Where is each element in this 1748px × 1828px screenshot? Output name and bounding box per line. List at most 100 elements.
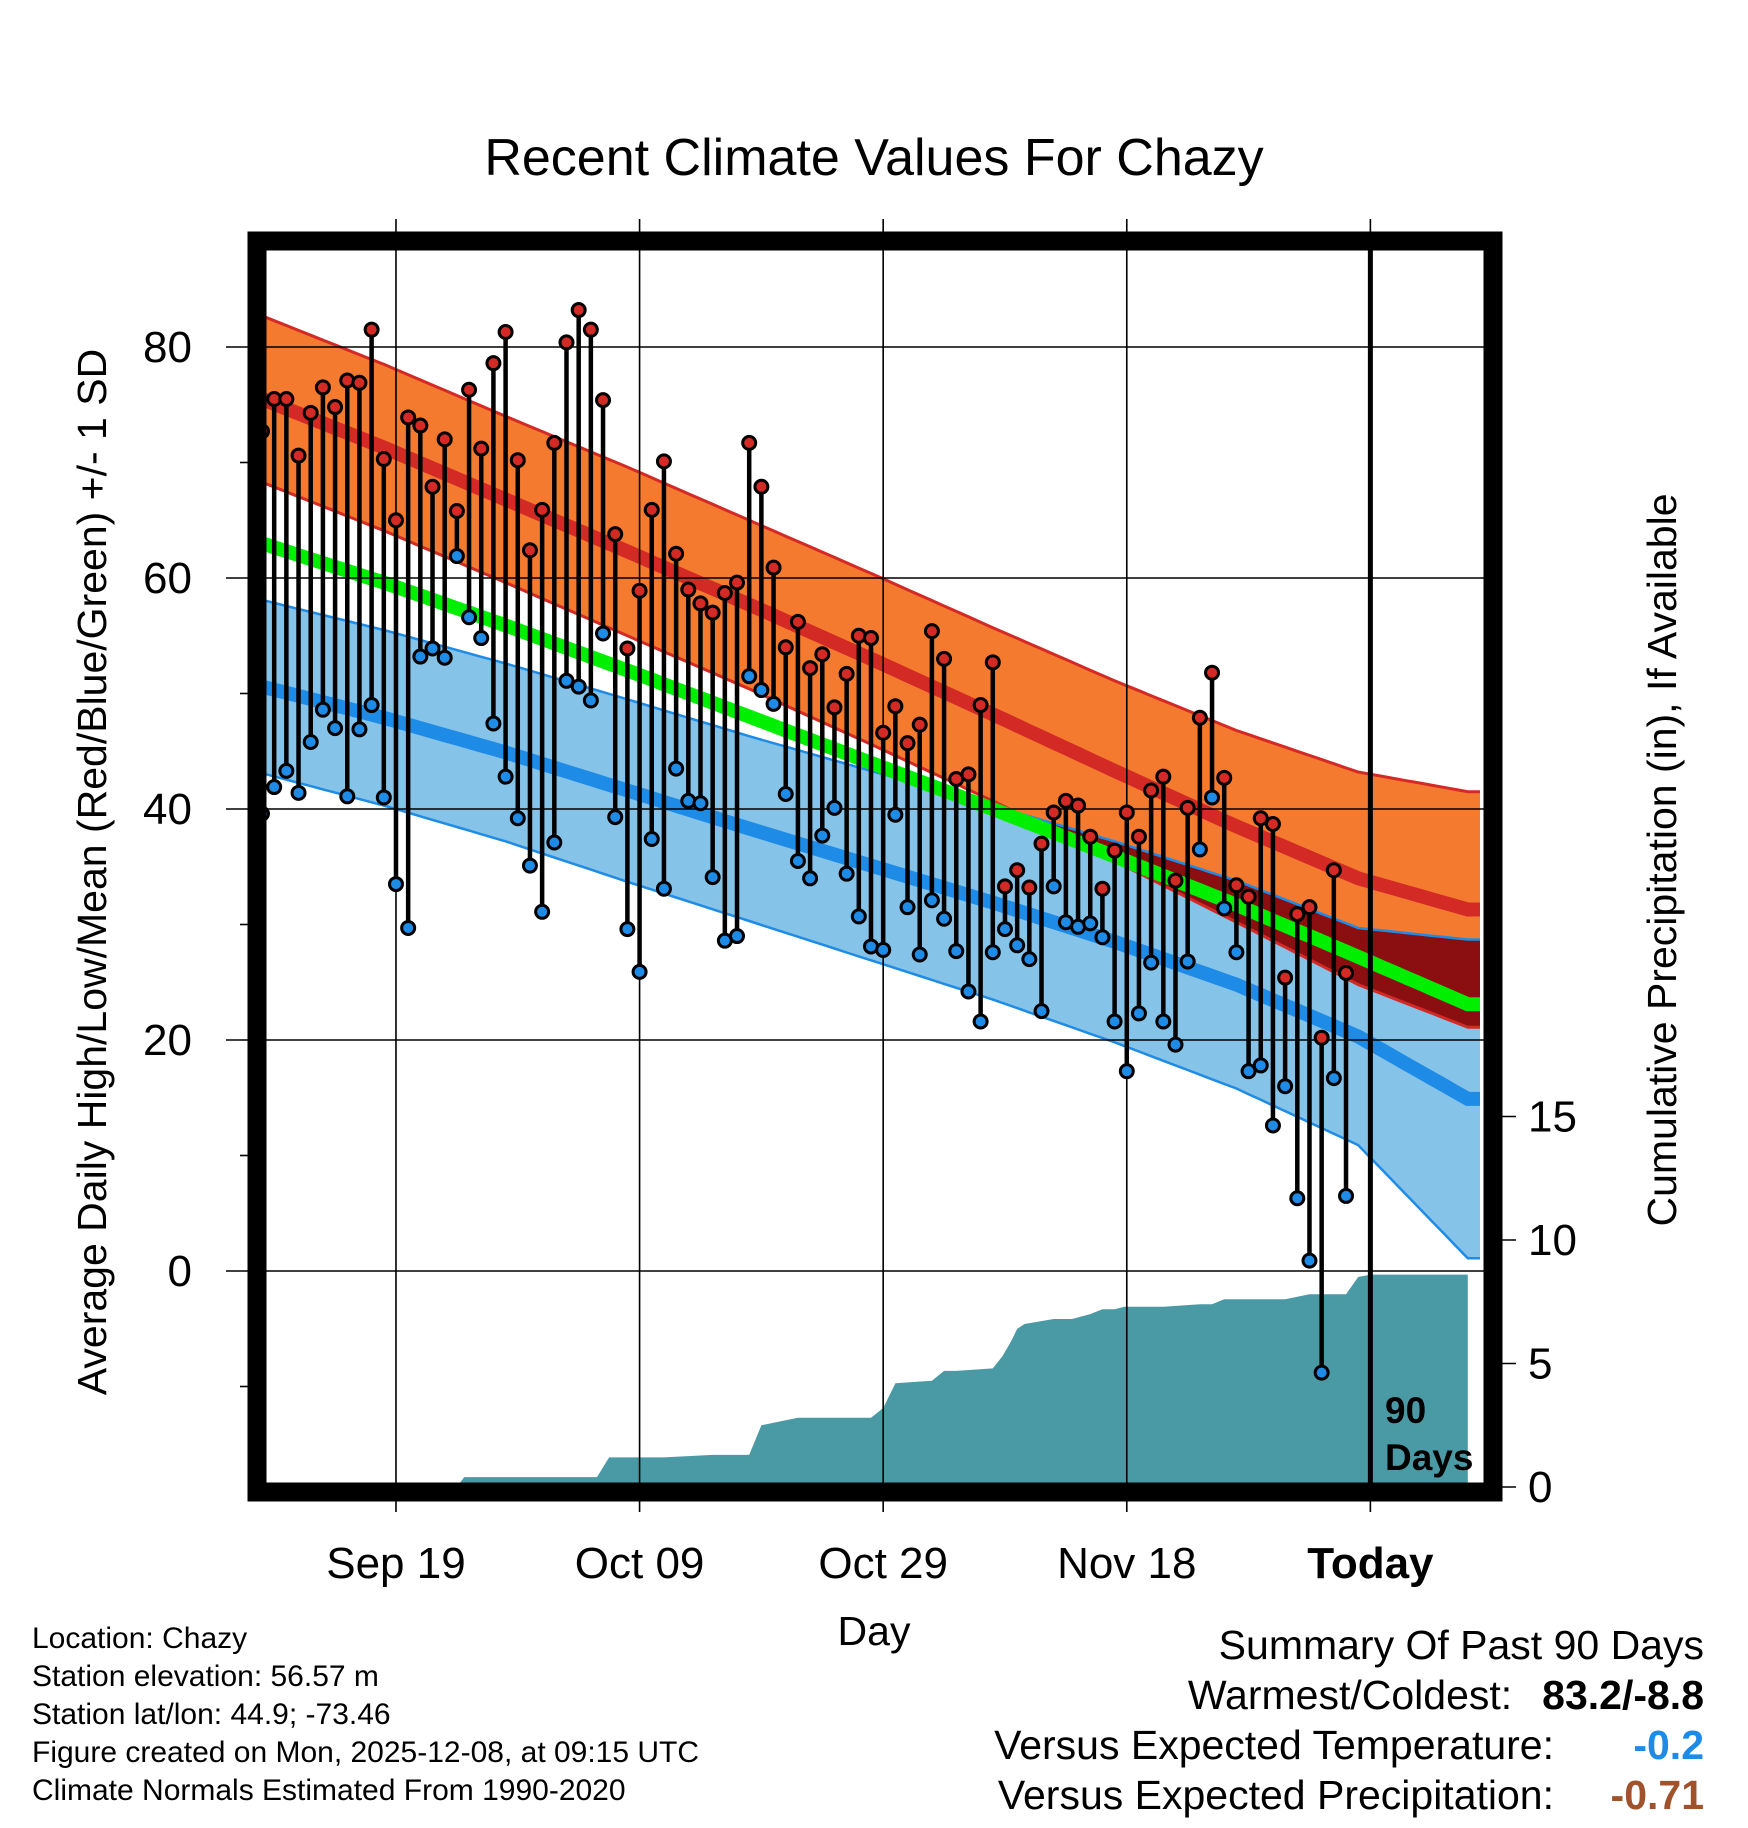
station-info: Location: Chazy Station elevation: 56.57… [32,1620,699,1810]
high-point [1325,862,1342,879]
latlon-text: Station lat/lon: 44.9; -73.46 [32,1698,391,1731]
low-point [595,625,612,642]
high-point [558,334,575,351]
low-point [802,870,819,887]
x-tick-label: Today [1307,1539,1434,1588]
low-point [1082,915,1099,932]
high-point [363,321,380,338]
high-point [1216,769,1233,786]
high-point [899,735,916,752]
high-point [1264,816,1281,833]
low-point [753,682,770,699]
low-point [1338,1187,1355,1204]
low-point [1313,1364,1330,1381]
high-point [753,478,770,495]
high-point [972,697,989,714]
low-point [424,640,441,657]
low-point [473,630,490,647]
low-point [1130,1005,1147,1022]
high-point [1338,965,1355,982]
warmest-label: Warmest/Coldest: [1187,1672,1513,1718]
low-point [570,678,587,695]
low-point [387,876,404,893]
elevation-text: Station elevation: 56.57 m [32,1660,379,1693]
low-point [631,963,648,980]
low-point [497,768,514,785]
low-point [1118,1063,1135,1080]
high-point [1155,768,1172,785]
low-point [339,788,356,805]
low-point [899,899,916,916]
low-point [302,734,319,751]
low-point [1204,789,1221,806]
low-point [582,692,599,709]
low-point [351,721,368,738]
low-point [1289,1190,1306,1207]
low-point [1301,1252,1318,1269]
high-point [704,604,721,621]
high-point [1191,709,1208,726]
low-point [278,762,295,779]
high-point [534,501,551,518]
precip-label: Versus Expected Precipitation: [997,1772,1554,1818]
high-point [765,559,782,576]
high-point [1289,906,1306,923]
high-point [1179,799,1196,816]
summary-panel: Summary Of Past 90 Days Warmest/Coldest:… [994,1620,1704,1820]
high-point [1167,872,1184,889]
days-label-text: Days [1385,1437,1473,1478]
precip-value: -0.71 [1610,1772,1704,1818]
high-point [1045,804,1062,821]
high-point [729,574,746,591]
chart-title: Recent Climate Values For Chazy [484,129,1263,187]
high-point [1033,835,1050,852]
low-point [509,810,526,827]
high-point [1021,879,1038,896]
high-point [826,699,843,716]
high-point [461,381,478,398]
low-point [412,648,429,665]
high-point [375,451,392,468]
high-point [692,595,709,612]
high-point [1204,664,1221,681]
high-point [485,355,502,372]
low-point [777,785,794,802]
high-point [582,321,599,338]
low-point [375,789,392,806]
high-point [680,581,697,598]
high-point [595,392,612,409]
y-tick-label: 40 [143,785,192,834]
high-point [1009,862,1026,879]
high-point [996,878,1013,895]
high-point [960,766,977,783]
low-point [984,944,1001,961]
x-tick-label: Oct 09 [575,1539,705,1588]
high-point [631,582,648,599]
precip-area [262,1274,1468,1487]
high-point [607,526,624,543]
y2-tick-label: 10 [1528,1216,1577,1265]
low-point [400,919,417,936]
high-point [936,650,953,667]
high-point [619,640,636,657]
low-point [911,946,928,963]
warmest-value: 83.2/-8.8 [1542,1672,1704,1718]
high-point [655,453,672,470]
low-point [655,880,672,897]
high-point [923,623,940,640]
high-point [1106,842,1123,859]
high-point [838,665,855,682]
low-point [327,720,344,737]
high-point [1070,797,1087,814]
high-point [668,545,685,562]
low-point [643,831,660,848]
y-tick-label: 60 [143,554,192,603]
low-point [1155,1013,1172,1030]
low-point [1264,1117,1281,1134]
x-tick-label: Nov 18 [1057,1539,1196,1588]
high-point [424,478,441,495]
low-point [1045,878,1062,895]
low-point [607,809,624,826]
high-point [1277,969,1294,986]
summary-heading: Summary Of Past 90 Days [1218,1622,1704,1668]
